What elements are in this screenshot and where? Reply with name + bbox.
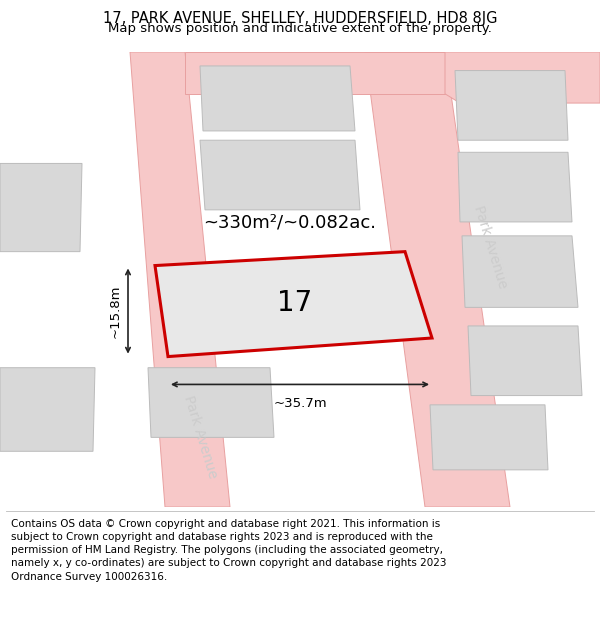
Text: 17: 17 [277, 289, 313, 317]
Polygon shape [200, 66, 355, 131]
Polygon shape [185, 52, 445, 94]
Text: Map shows position and indicative extent of the property.: Map shows position and indicative extent… [108, 22, 492, 36]
Polygon shape [468, 326, 582, 396]
Polygon shape [458, 152, 572, 222]
Polygon shape [455, 71, 568, 140]
Text: ~330m²/~0.082ac.: ~330m²/~0.082ac. [203, 213, 377, 231]
Polygon shape [0, 163, 82, 252]
Text: 17, PARK AVENUE, SHELLEY, HUDDERSFIELD, HD8 8JG: 17, PARK AVENUE, SHELLEY, HUDDERSFIELD, … [103, 11, 497, 26]
Polygon shape [462, 236, 578, 308]
Text: ~15.8m: ~15.8m [109, 284, 122, 338]
Polygon shape [365, 52, 510, 507]
Polygon shape [155, 252, 432, 357]
Polygon shape [148, 368, 274, 438]
Polygon shape [430, 405, 548, 470]
Text: Park Avenue: Park Avenue [181, 394, 219, 481]
Polygon shape [130, 52, 230, 507]
Text: Contains OS data © Crown copyright and database right 2021. This information is
: Contains OS data © Crown copyright and d… [11, 519, 446, 582]
Polygon shape [445, 52, 600, 103]
Polygon shape [200, 140, 360, 210]
Text: ~35.7m: ~35.7m [273, 398, 327, 411]
Text: Park Avenue: Park Avenue [471, 204, 509, 290]
Polygon shape [0, 368, 95, 451]
